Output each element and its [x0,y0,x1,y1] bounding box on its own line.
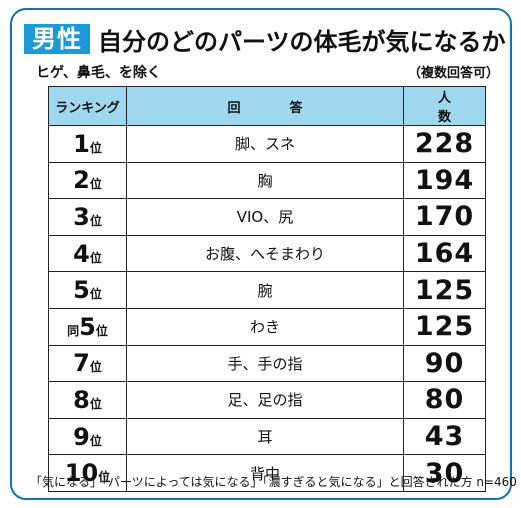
rank-cell: 5位 [48,271,127,309]
answer-cell: 耳 [126,417,404,456]
table-row: 7位 手、手の指 90 [48,344,486,383]
rank-suffix: 位 [95,323,108,338]
multiple-answer-note: （複数回答可） [407,66,499,81]
rank-cell: 7位 [48,344,127,383]
rank-cell: 10位 [48,454,127,492]
table-row: 3位 VIO、尻 170 [48,198,486,236]
table-row: 4位 お腹、へそまわり 164 [48,234,486,273]
answer-cell: 手、手の指 [126,344,404,383]
answer-cell: お腹、へそまわり [126,234,404,273]
table-row: 5位腕 125 [48,271,486,309]
card-title: 自分のどのパーツの体毛が気になるか [98,27,506,56]
rank-number: 3 [73,202,90,231]
rank-suffix: 位 [89,396,102,411]
table-row: 同5位 わき 125 [48,307,486,346]
count-cell: 90 [403,344,486,383]
rank-suffix: 位 [98,470,111,485]
rank-cell: 同5位 [48,307,127,346]
table-row: 1位 脚、スネ 228 [48,125,486,163]
answer-cell: 胸 [126,161,404,200]
respondent-note: 「気になる」「パーツによっては気になる」「濃すぎると気になる」と回答された方 n… [30,475,517,489]
count-cell: 170 [403,198,486,236]
count-cell: 30 [403,454,486,492]
count-cell: 80 [403,381,486,419]
answer-cell: 腕 [126,271,404,309]
count-cell: 164 [403,234,486,273]
answer-cell: わき [126,307,404,346]
answer-cell: VIO、尻 [126,198,404,236]
header-rank: ランキング [48,86,127,126]
rank-suffix: 位 [89,140,102,155]
rank-number: 9 [73,422,90,451]
count-cell: 194 [403,161,486,200]
count-cell: 43 [403,417,486,456]
rank-suffix: 位 [89,213,102,228]
gender-badge: 男性 [24,24,90,54]
rank-suffix: 位 [89,177,102,192]
rank-number: 1 [73,129,90,158]
rank-number: 8 [73,385,90,414]
rank-number: 4 [73,239,90,268]
rank-number: 10 [64,459,99,488]
rank-suffix: 位 [89,250,102,265]
rank-suffix: 位 [89,433,102,448]
count-cell: 125 [403,307,486,346]
rank-number: 7 [73,349,90,378]
header-answer: 回 答 [126,86,404,126]
rank-cell: 1位 [48,125,127,163]
count-cell: 228 [403,125,486,163]
rank-cell: 9位 [48,417,127,456]
rank-prefix: 同 [67,323,80,338]
table-header-row: ランキング 回 答 人 数 [48,86,486,126]
rank-cell: 2位 [48,161,127,200]
count-cell: 125 [403,271,486,309]
table-row: 8位 足、足の指 80 [48,381,486,419]
exclusion-note: ヒゲ、鼻毛、を除く [36,65,161,81]
rank-suffix: 位 [89,360,102,375]
table-row: 10位 背中 30 [48,454,486,492]
rank-number: 5 [79,312,96,341]
card-header: 男性 自分のどのパーツの体毛が気になるか [24,23,506,56]
rank-number: 2 [73,166,90,195]
table-row: 2位胸 194 [48,161,486,200]
answer-cell: 脚、スネ [126,125,404,163]
rank-suffix: 位 [89,287,102,302]
rank-cell: 8位 [48,381,127,419]
rank-number: 5 [73,276,90,305]
rank-cell: 3位 [48,198,127,236]
rank-cell: 4位 [48,234,127,273]
header-count: 人 数 [403,86,486,126]
ranking-body: 1位 脚、スネ 228 2位胸 194 3位 VIO、尻 170 4位 お腹、へそまわり 164 5位… [48,125,486,492]
answer-cell: 足、足の指 [126,381,404,419]
ranking-table: ランキング 回 答 人 数 1位 脚、スネ 228 2位胸 194 3位 VIO、尻 170 4… [48,86,486,492]
table-row: 9位耳 43 [48,417,486,456]
